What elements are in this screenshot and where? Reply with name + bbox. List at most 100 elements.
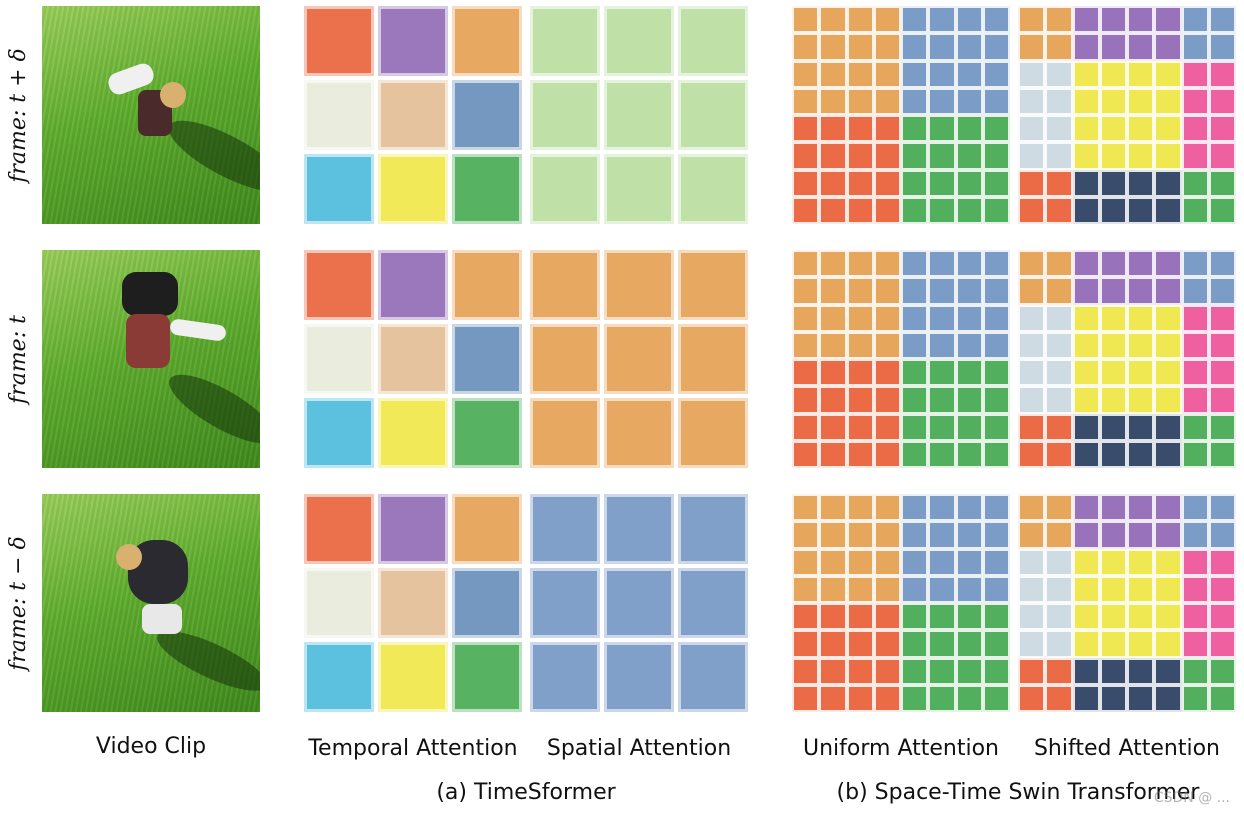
window-cell-pale (1018, 575, 1046, 603)
window-cell-blue (928, 575, 956, 603)
window-cell-orange (873, 250, 901, 278)
window-cell-orange (792, 494, 820, 522)
window-cell-yellow (1127, 304, 1155, 332)
window-cell-pink (1208, 331, 1236, 359)
window-cell-green (901, 603, 929, 631)
window-cell-blue (901, 494, 929, 522)
window-cell-green (928, 169, 956, 197)
window-cell-blue (1181, 250, 1209, 278)
window-cell-navy (1072, 413, 1100, 441)
window-cell-blue (1181, 277, 1209, 305)
temporal-cell-cream (304, 324, 374, 394)
window-cell-red (873, 142, 901, 170)
window-cell-navy (1099, 196, 1127, 224)
window-cell-navy (1099, 440, 1127, 468)
window-cell-red (792, 115, 820, 143)
window-cell-orange (792, 6, 820, 34)
window-cell-red (792, 196, 820, 224)
window-cell-green (1208, 169, 1236, 197)
window-cell-orange (846, 87, 874, 115)
window-cell-orange (819, 87, 847, 115)
window-cell-yellow (1154, 115, 1182, 143)
window-cell-orange (846, 494, 874, 522)
window-cell-red (792, 630, 820, 658)
spatial-cell-blue (604, 642, 674, 712)
window-cell-blue (1181, 521, 1209, 549)
window-cell-purple (1072, 277, 1100, 305)
window-cell-orange (846, 277, 874, 305)
temporal-cell-yellow (378, 154, 448, 224)
window-cell-pink (1208, 115, 1236, 143)
label-shifted-attention: Shifted Attention (1033, 736, 1221, 761)
window-cell-green (928, 359, 956, 387)
window-cell-yellow (1072, 304, 1100, 332)
window-cell-orange (846, 33, 874, 61)
window-cell-blue (928, 60, 956, 88)
window-cell-red (819, 657, 847, 685)
window-cell-red (1018, 413, 1046, 441)
window-cell-yellow (1127, 60, 1155, 88)
window-cell-yellow (1072, 575, 1100, 603)
window-cell-orange (1018, 6, 1046, 34)
window-cell-purple (1072, 250, 1100, 278)
window-cell-green (901, 196, 929, 224)
window-cell-blue (982, 521, 1010, 549)
window-cell-orange (1045, 250, 1073, 278)
window-cell-green (901, 630, 929, 658)
window-cell-red (873, 359, 901, 387)
window-cell-blue (955, 304, 983, 332)
window-cell-orange (819, 277, 847, 305)
window-cell-navy (1127, 684, 1155, 712)
window-cell-pale (1045, 331, 1073, 359)
window-cell-pale (1045, 142, 1073, 170)
window-cell-orange (792, 331, 820, 359)
window-cell-green (982, 603, 1010, 631)
window-cell-purple (1154, 250, 1182, 278)
window-cell-pale (1018, 115, 1046, 143)
window-cell-red (873, 386, 901, 414)
window-cell-yellow (1099, 87, 1127, 115)
temporal-attention-grid-row3 (304, 494, 522, 712)
window-cell-green (901, 386, 929, 414)
window-cell-pink (1181, 331, 1209, 359)
window-cell-pink (1208, 60, 1236, 88)
window-cell-purple (1072, 521, 1100, 549)
window-cell-pale (1045, 630, 1073, 658)
window-cell-red (873, 440, 901, 468)
window-cell-yellow (1154, 142, 1182, 170)
window-cell-green (928, 440, 956, 468)
window-cell-yellow (1099, 304, 1127, 332)
window-cell-blue (1208, 33, 1236, 61)
window-cell-navy (1154, 657, 1182, 685)
window-cell-purple (1072, 33, 1100, 61)
window-cell-yellow (1127, 331, 1155, 359)
window-cell-blue (1208, 277, 1236, 305)
window-cell-purple (1127, 521, 1155, 549)
window-cell-yellow (1099, 630, 1127, 658)
window-cell-red (873, 684, 901, 712)
window-cell-pale (1018, 603, 1046, 631)
window-cell-blue (955, 575, 983, 603)
window-cell-red (1045, 440, 1073, 468)
window-cell-purple (1154, 521, 1182, 549)
window-cell-yellow (1099, 575, 1127, 603)
window-cell-green (955, 440, 983, 468)
window-cell-red (819, 413, 847, 441)
window-cell-pale (1045, 359, 1073, 387)
window-cell-red (846, 169, 874, 197)
window-cell-orange (819, 548, 847, 576)
window-cell-red (1045, 169, 1073, 197)
spatial-cell-blue (530, 494, 600, 564)
spatial-cell-blue (678, 568, 748, 638)
window-cell-yellow (1127, 87, 1155, 115)
window-cell-orange (1018, 521, 1046, 549)
window-cell-blue (901, 87, 929, 115)
window-cell-green (955, 386, 983, 414)
temporal-cell-red (304, 6, 374, 76)
window-cell-red (846, 115, 874, 143)
spatial-cell-lightgreen (530, 80, 600, 150)
shifted-attention-grid-row3 (1018, 494, 1236, 712)
window-cell-yellow (1072, 386, 1100, 414)
window-cell-pink (1181, 142, 1209, 170)
window-cell-navy (1072, 169, 1100, 197)
